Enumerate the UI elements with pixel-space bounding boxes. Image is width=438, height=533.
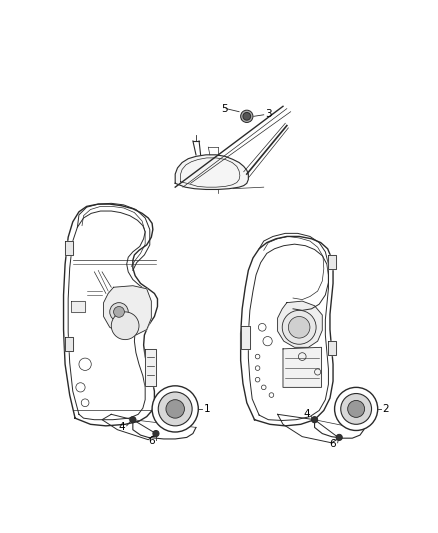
Polygon shape [240,237,333,426]
Text: 6: 6 [329,439,336,449]
Circle shape [288,317,310,338]
Text: 2: 2 [382,404,389,414]
Text: 6: 6 [148,436,155,446]
Polygon shape [283,348,321,387]
Circle shape [341,393,371,424]
Polygon shape [145,349,156,386]
Circle shape [113,306,124,317]
Polygon shape [103,286,151,335]
Circle shape [348,400,364,417]
Polygon shape [71,301,85,312]
Circle shape [152,386,198,432]
Circle shape [240,110,253,123]
Circle shape [243,112,251,120]
Text: 1: 1 [204,404,210,414]
Circle shape [130,417,136,423]
Circle shape [158,392,192,426]
Text: 4: 4 [304,409,310,419]
Polygon shape [65,337,73,351]
Text: 5: 5 [221,103,228,114]
Polygon shape [65,241,73,255]
Polygon shape [64,204,158,426]
Polygon shape [328,341,336,355]
Circle shape [166,400,184,418]
Circle shape [153,431,159,437]
Circle shape [336,434,342,440]
Circle shape [311,417,318,423]
Circle shape [111,312,139,340]
Text: 4: 4 [119,422,125,432]
Text: 3: 3 [265,109,272,119]
Polygon shape [278,301,322,348]
Circle shape [110,303,128,321]
Circle shape [335,387,378,431]
Polygon shape [175,155,248,189]
Polygon shape [240,326,250,349]
Polygon shape [328,255,336,269]
Circle shape [282,310,316,344]
